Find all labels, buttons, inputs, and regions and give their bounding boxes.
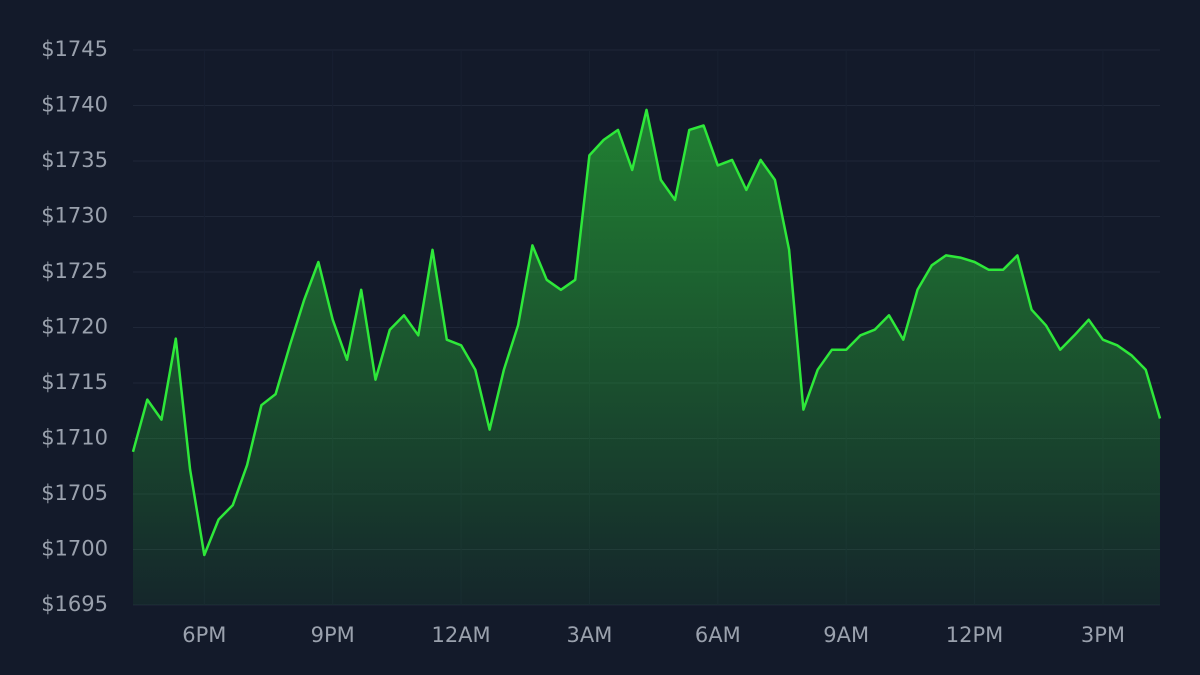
y-tick-label: $1720 [41, 315, 108, 339]
y-tick-label: $1705 [41, 481, 108, 505]
x-tick-label: 6AM [695, 623, 741, 647]
x-tick-label: 3AM [567, 623, 613, 647]
y-tick-label: $1725 [41, 259, 108, 283]
x-tick-label: 9AM [823, 623, 869, 647]
y-tick-label: $1700 [41, 537, 108, 561]
x-tick-label: 12AM [431, 623, 490, 647]
y-tick-label: $1715 [41, 370, 108, 394]
y-tick-label: $1710 [41, 426, 108, 450]
y-tick-label: $1745 [41, 37, 108, 61]
x-tick-label: 6PM [182, 623, 226, 647]
area-fill [133, 109, 1160, 606]
y-tick-label: $1695 [41, 592, 108, 616]
price-line [131, 108, 1162, 557]
y-tick-label: $1740 [41, 93, 108, 117]
y-tick-label: $1730 [41, 204, 108, 228]
x-tick-label: 3PM [1081, 623, 1125, 647]
x-tick-label: 9PM [311, 623, 355, 647]
y-tick-label: $1735 [41, 148, 108, 172]
x-tick-label: 12PM [946, 623, 1004, 647]
